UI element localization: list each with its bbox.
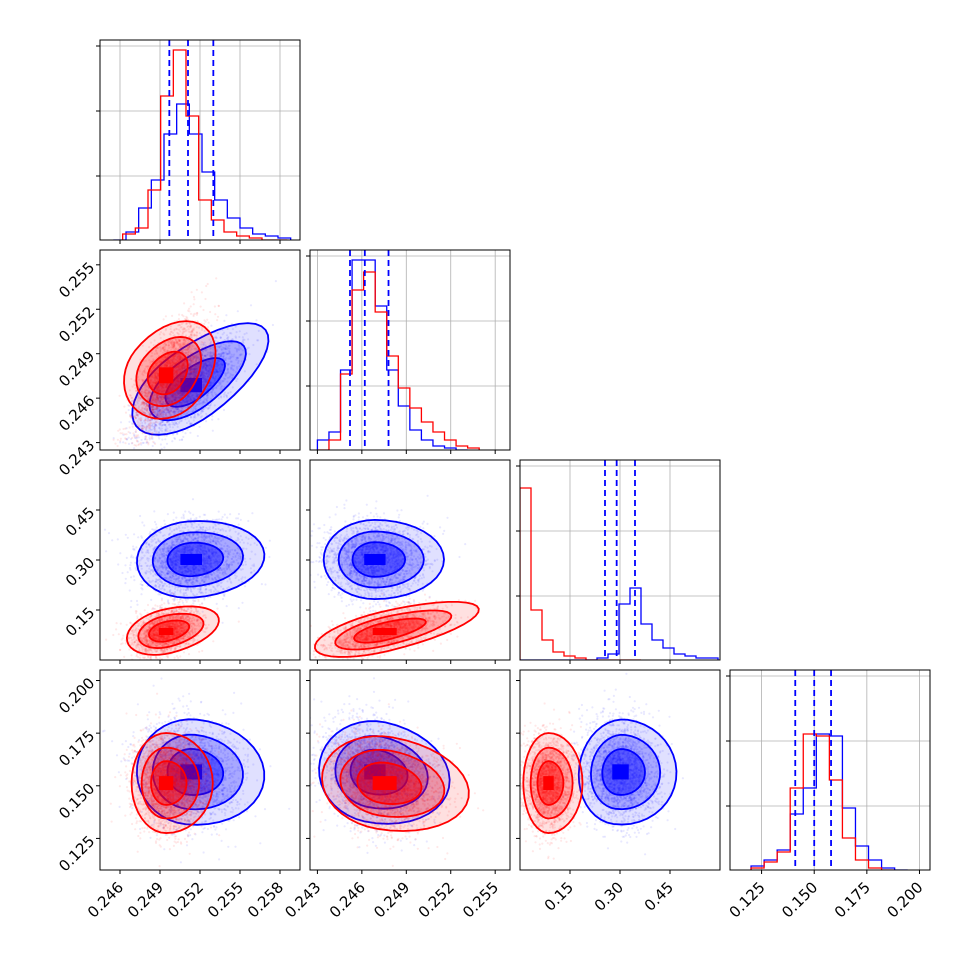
panel-frame [729, 669, 931, 871]
density-peak-blue [180, 554, 202, 565]
density-peak-blue [612, 764, 629, 780]
hist-panel-2 [306, 249, 511, 454]
x-tick-label: 0.246 [326, 878, 369, 921]
x-tick-label: 0.150 [778, 878, 821, 921]
scatter-panel-3-2 [306, 459, 511, 664]
y-tick-label: 0.150 [55, 779, 98, 822]
hist-panel-1 [96, 39, 301, 244]
y-tick-label: 0.15 [62, 604, 98, 640]
scatter-panel-2-1 [96, 249, 301, 454]
x-tick-label: 0.252 [164, 878, 207, 921]
hist-red-step [317, 271, 480, 450]
panel-frame [309, 249, 511, 451]
y-tick-label: 0.246 [55, 392, 98, 435]
y-tick-label: 0.45 [62, 504, 98, 540]
x-tick-label: 0.255 [459, 878, 502, 921]
y-tick-label: 0.243 [55, 436, 98, 479]
x-tick-label: 0.125 [726, 878, 769, 921]
y-tick-label: 0.255 [55, 258, 98, 301]
scatter-panel-4-2 [306, 669, 511, 874]
x-tick-label: 0.249 [370, 878, 413, 921]
x-tick-label: 0.15 [541, 878, 577, 914]
y-tick-label: 0.249 [55, 347, 98, 390]
scatter-panel-4-3 [516, 669, 721, 874]
y-tick-label: 0.200 [55, 674, 98, 717]
scatter-panel-3-1 [96, 459, 301, 664]
panel-frame [309, 669, 511, 871]
x-tick-label: 0.246 [84, 878, 127, 921]
y-tick-label: 0.252 [55, 303, 98, 346]
density-peak-red [372, 628, 397, 635]
scatter-panel-4-1 [96, 669, 301, 874]
hist-red-step [122, 49, 288, 240]
hist-blue-step [520, 587, 719, 660]
density-peak-blue [364, 764, 386, 780]
hist-red-step [520, 487, 641, 660]
density-peak-red [158, 367, 174, 384]
hist-red-step [750, 733, 895, 870]
density-peak-red [372, 776, 397, 790]
density-peak-red [158, 628, 174, 635]
x-tick-label: 0.45 [641, 878, 677, 914]
y-tick-label: 0.30 [62, 554, 98, 590]
x-tick-label: 0.249 [124, 878, 167, 921]
x-tick-label: 0.200 [883, 878, 926, 921]
y-tick-label: 0.125 [55, 832, 98, 875]
hist-blue-step [113, 103, 292, 240]
density-peak-blue [180, 378, 202, 393]
density-peak-red [158, 776, 174, 790]
x-tick-label: 0.258 [244, 878, 287, 921]
x-tick-label: 0.252 [415, 878, 458, 921]
y-tick-label: 0.175 [55, 727, 98, 770]
x-tick-label: 0.243 [281, 878, 324, 921]
contour-red [314, 600, 480, 658]
x-tick-label: 0.30 [591, 878, 627, 914]
density-peak-red [543, 776, 554, 790]
hist-panel-3 [516, 459, 721, 664]
hist-panel-4 [726, 669, 931, 874]
x-tick-label: 0.255 [204, 878, 247, 921]
density-peak-blue [364, 554, 386, 565]
x-tick-label: 0.175 [831, 878, 874, 921]
